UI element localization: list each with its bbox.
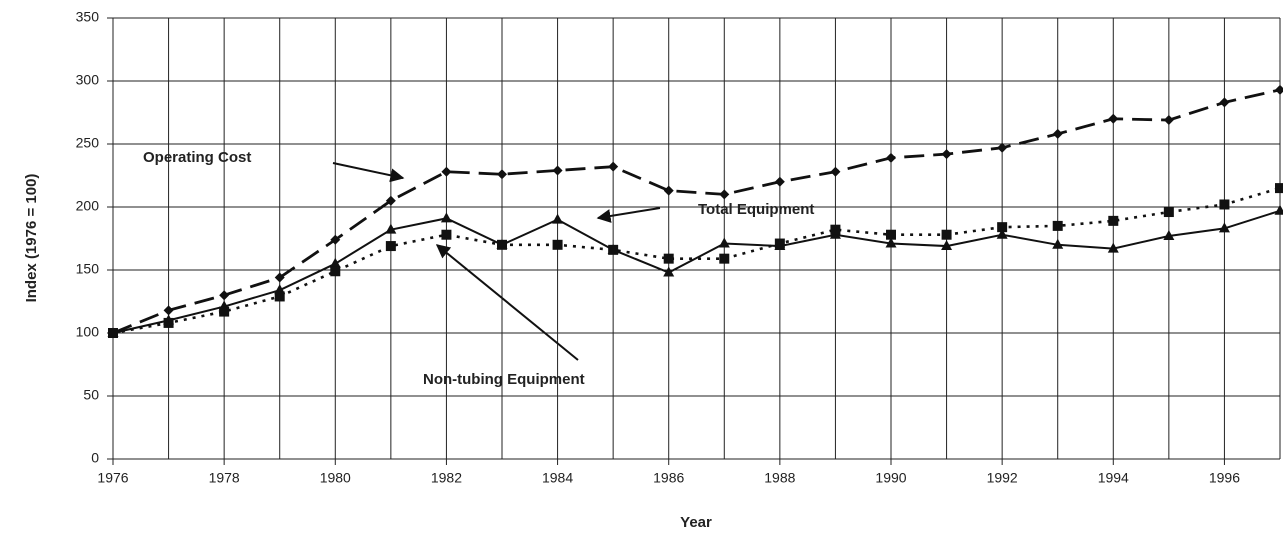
data-point xyxy=(1219,199,1230,210)
data-point xyxy=(552,239,563,250)
x-tick-label: 1976 xyxy=(97,470,128,486)
data-point xyxy=(219,290,230,301)
x-tick-label: 1986 xyxy=(653,470,684,486)
x-tick-label: 1992 xyxy=(987,470,1018,486)
y-tick-label: 0 xyxy=(91,450,99,466)
annotation: Total Equipment xyxy=(698,201,814,218)
y-tick-label: 150 xyxy=(76,261,100,277)
x-tick-label: 1994 xyxy=(1098,470,1129,486)
annotation: Operating Cost xyxy=(143,149,251,166)
data-point xyxy=(385,223,397,234)
data-point xyxy=(774,238,785,249)
data-point xyxy=(774,176,785,187)
series xyxy=(108,84,1283,338)
data-point xyxy=(663,185,674,196)
data-point xyxy=(1107,242,1119,253)
x-tick-label: 1978 xyxy=(209,470,240,486)
data-point xyxy=(219,306,230,317)
data-point xyxy=(718,237,730,248)
data-point xyxy=(440,212,452,223)
data-point xyxy=(719,253,730,264)
data-point xyxy=(497,239,507,250)
y-tick-label: 300 xyxy=(76,72,100,88)
arrow xyxy=(596,207,661,223)
data-point xyxy=(1052,128,1063,139)
data-point xyxy=(1108,215,1119,226)
data-point xyxy=(1052,238,1064,249)
data-point xyxy=(1275,84,1283,95)
data-point xyxy=(886,229,896,240)
data-point xyxy=(441,229,452,240)
data-point xyxy=(1108,113,1119,124)
x-axis-label: Year xyxy=(680,514,712,531)
series-line xyxy=(112,209,1281,334)
data-point xyxy=(330,266,341,277)
data-point xyxy=(719,189,730,200)
y-tick-label: 50 xyxy=(83,387,99,403)
data-point xyxy=(996,228,1008,239)
data-point xyxy=(941,229,952,240)
data-point xyxy=(1163,229,1175,240)
x-tick-label: 1990 xyxy=(875,470,906,486)
annotation: Non-tubing Equipment xyxy=(423,371,585,388)
data-point xyxy=(608,244,619,255)
data-point xyxy=(274,291,285,302)
data-point xyxy=(163,305,174,316)
x-tick-label: 1980 xyxy=(320,470,351,486)
data-point xyxy=(497,169,507,180)
data-point xyxy=(608,161,619,172)
series-line xyxy=(112,88,1281,335)
data-point xyxy=(663,253,674,264)
data-point xyxy=(274,272,285,283)
data-point xyxy=(1219,97,1230,108)
data-point xyxy=(830,224,841,235)
data-point xyxy=(330,234,341,245)
data-point xyxy=(1275,183,1283,194)
x-tick-label: 1988 xyxy=(764,470,795,486)
data-point xyxy=(1274,204,1283,215)
series xyxy=(107,204,1283,337)
y-axis-label: Index (1976 = 100) xyxy=(23,174,40,303)
data-point xyxy=(441,166,452,177)
data-point xyxy=(886,152,896,163)
data-point xyxy=(997,142,1008,153)
data-point xyxy=(1163,115,1174,126)
data-point xyxy=(941,149,952,160)
x-tick-label: 1984 xyxy=(542,470,573,486)
data-point xyxy=(385,195,396,206)
data-point xyxy=(941,240,953,251)
arrow xyxy=(332,162,405,183)
series xyxy=(108,183,1283,338)
series-line xyxy=(112,186,1281,335)
data-point xyxy=(1052,220,1063,231)
grid xyxy=(107,17,1281,465)
arrow xyxy=(435,244,579,361)
data-point xyxy=(108,328,118,338)
y-tick-label: 200 xyxy=(76,198,100,214)
data-point xyxy=(552,165,563,176)
x-tick-label: 1982 xyxy=(431,470,462,486)
data-point xyxy=(663,266,675,277)
data-point xyxy=(997,222,1008,233)
data-point xyxy=(385,241,396,252)
x-tick-label: 1996 xyxy=(1209,470,1240,486)
data-point xyxy=(329,257,341,268)
data-point xyxy=(830,166,841,177)
data-point xyxy=(1218,222,1230,233)
y-tick-label: 350 xyxy=(76,9,100,25)
y-tick-label: 250 xyxy=(76,135,100,151)
y-tick-label: 100 xyxy=(76,324,100,340)
data-point xyxy=(552,213,564,224)
data-point xyxy=(1163,207,1174,218)
data-point xyxy=(885,237,897,248)
data-point xyxy=(163,317,174,328)
